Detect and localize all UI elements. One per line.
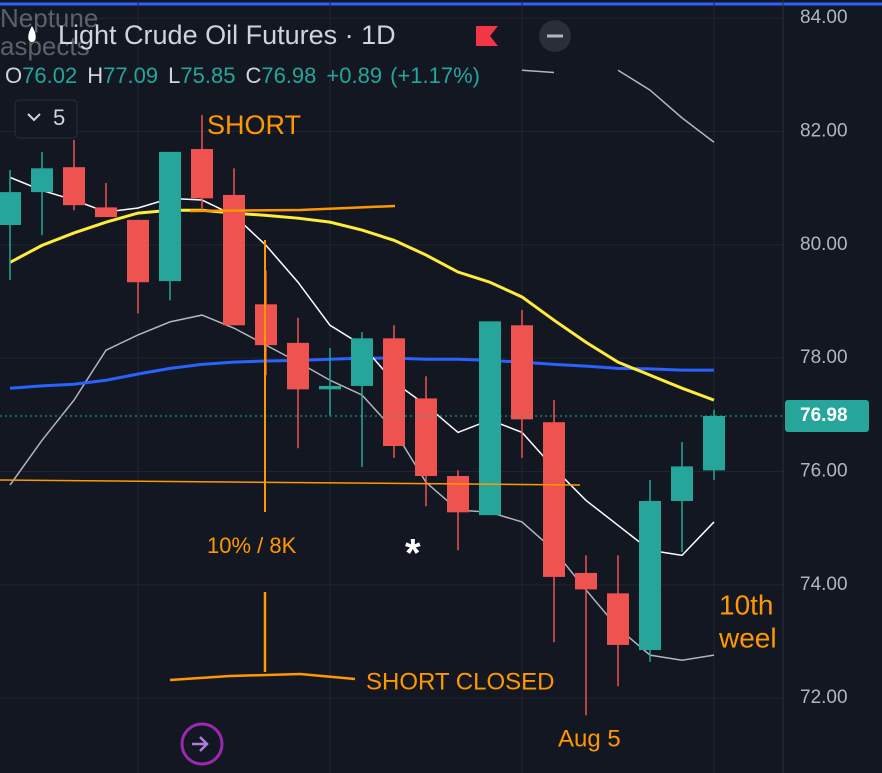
last-price-label: 76.98 xyxy=(800,405,848,426)
ohlc-value: 77.09 xyxy=(103,63,158,88)
y-tick-label: 76.00 xyxy=(800,461,848,482)
ohlc-key: O xyxy=(5,63,22,88)
candle-body xyxy=(639,500,661,651)
annotation: Aug 5 xyxy=(558,725,621,752)
plot xyxy=(0,69,783,716)
candle-body xyxy=(415,398,437,477)
ohlc-legend: O76.02 H77.09 L75.85 C76.98 +0.89 (+1.17%) xyxy=(5,63,480,88)
indicator-line xyxy=(9,208,715,402)
ohlc-key: C xyxy=(245,63,261,88)
candle-body xyxy=(159,151,181,282)
drawn-line xyxy=(189,204,396,213)
candle-body xyxy=(31,168,53,193)
candle-body xyxy=(511,325,533,420)
ohlc-key: L xyxy=(168,63,180,88)
flag-icon[interactable] xyxy=(476,26,498,46)
candle-body xyxy=(63,167,85,206)
annotation: SHORT xyxy=(207,110,301,140)
ohlc-key: H xyxy=(87,63,103,88)
candle-body xyxy=(287,342,309,390)
ohlc-value: 75.85 xyxy=(180,63,235,88)
y-tick-label: 84.00 xyxy=(800,7,848,28)
candle-body xyxy=(0,192,21,225)
annotation: 10% / 8K xyxy=(207,533,297,558)
interval-dropdown[interactable] xyxy=(14,99,78,139)
candle-body xyxy=(479,321,501,516)
symbol-icon xyxy=(28,26,36,42)
candle-body xyxy=(127,219,149,283)
candle-body xyxy=(351,338,373,386)
y-tick-label: 80.00 xyxy=(800,234,848,255)
candle-body xyxy=(703,415,725,471)
candle-body xyxy=(607,593,629,645)
replay-button[interactable] xyxy=(180,722,224,766)
y-tick-label: 82.00 xyxy=(800,120,848,141)
annotation: * xyxy=(405,532,421,576)
replay-icon xyxy=(192,736,209,752)
drawn-line xyxy=(0,479,581,486)
y-tick-label: 72.00 xyxy=(800,687,848,708)
ohlc-value: 76.98 xyxy=(261,63,316,88)
candle-body xyxy=(543,422,565,577)
candle-body xyxy=(191,149,213,199)
candle-body xyxy=(447,476,469,513)
annotation: 10th xyxy=(719,589,774,620)
change: +0.89 xyxy=(326,63,382,88)
watermark: Neptune xyxy=(0,3,98,33)
indicator-line xyxy=(521,69,715,143)
price-axis: 84.00 82.00 80.00 78.00 76.00 74.00 72.00 76.98 xyxy=(785,7,869,708)
last-price-tag xyxy=(785,399,869,432)
ohlc-value: 76.02 xyxy=(22,63,77,88)
drawn-line xyxy=(169,592,356,682)
candle-body xyxy=(383,338,405,447)
interval-count: 5 xyxy=(53,105,65,130)
annotation: SHORT CLOSED xyxy=(366,668,555,695)
chart-title: Light Crude Oil Futures · 1D xyxy=(58,20,396,50)
annotation: weel xyxy=(718,622,777,653)
candle-body xyxy=(319,385,341,390)
candle-body xyxy=(95,207,117,218)
candle-body xyxy=(575,572,597,590)
watermark: aspects xyxy=(0,31,90,61)
change-pct: (+1.17%) xyxy=(390,63,480,88)
candle-body xyxy=(223,194,245,326)
y-tick-label: 78.00 xyxy=(800,347,848,368)
dropdown-arrow xyxy=(27,113,41,122)
candle-body xyxy=(671,466,693,501)
y-tick-label: 74.00 xyxy=(800,574,848,595)
